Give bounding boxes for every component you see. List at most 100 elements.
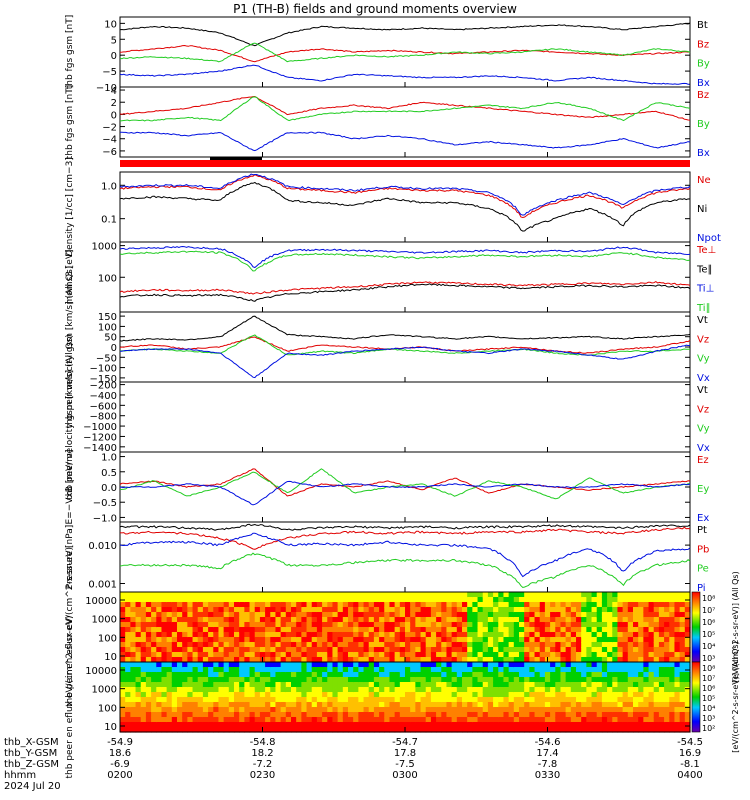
heatmap-cell	[130, 632, 137, 638]
heatmap-cell	[130, 692, 137, 698]
heatmap-cell	[161, 692, 168, 698]
heatmap-cell	[658, 602, 665, 608]
heatmap-cell	[565, 672, 572, 678]
heatmap-cell	[436, 612, 442, 618]
heatmap-cell	[368, 702, 375, 708]
heatmap-cell	[627, 712, 634, 718]
heatmap-cell	[311, 677, 318, 683]
heatmap-cell	[332, 702, 339, 708]
heatmap-cell	[519, 632, 525, 638]
series-line-By	[119, 42, 691, 63]
heatmap-cell	[472, 652, 479, 658]
heatmap-cell	[539, 677, 546, 683]
heatmap-cell	[430, 677, 437, 683]
heatmap-cell	[166, 707, 173, 713]
heatmap-cell	[259, 632, 266, 638]
ephemeris-value: 16.9	[679, 748, 701, 759]
heatmap-cell	[327, 717, 334, 723]
heatmap-cell	[296, 612, 302, 618]
heatmap-cell	[254, 677, 261, 683]
heatmap-cell	[202, 697, 209, 703]
heatmap-cell	[565, 722, 572, 728]
heatmap-cell	[643, 727, 650, 733]
heatmap-cell	[669, 617, 676, 623]
heatmap-cell	[581, 677, 587, 683]
heatmap-cell	[322, 687, 328, 693]
heatmap-cell	[576, 632, 582, 638]
heatmap-cell	[653, 637, 660, 643]
heatmap-cell	[259, 707, 266, 713]
heatmap-cell	[493, 642, 499, 648]
heatmap-cell	[503, 717, 510, 723]
heatmap-cell	[223, 637, 230, 643]
heatmap-cell	[384, 637, 391, 643]
heatmap-cell	[482, 692, 489, 698]
heatmap-cell	[565, 617, 572, 623]
heatmap-cell	[451, 712, 458, 718]
heatmap-cell	[456, 722, 463, 728]
heatmap-cell	[399, 607, 406, 613]
heatmap-cell	[513, 642, 520, 648]
heatmap-cell	[213, 677, 220, 683]
heatmap-cell	[177, 607, 183, 613]
heatmap-cell	[228, 717, 235, 723]
heatmap-cell	[405, 672, 411, 678]
heatmap-cell	[322, 717, 328, 723]
heatmap-cell	[493, 662, 499, 668]
series-line-Pt	[119, 523, 691, 531]
heatmap-cell	[130, 717, 137, 723]
heatmap-cell	[265, 672, 271, 678]
heatmap-cell	[182, 637, 188, 643]
heatmap-cell	[177, 622, 183, 628]
legend-Ne: Ne	[697, 175, 711, 186]
heatmap-cell	[373, 722, 380, 728]
heatmap-cell	[166, 602, 173, 608]
heatmap-cell	[451, 657, 458, 663]
ephemeris-value: -7.2	[253, 759, 273, 770]
heatmap-cell	[456, 647, 463, 653]
heatmap-cell	[539, 682, 546, 688]
heatmap-cell	[664, 682, 670, 688]
heatmap-cell	[353, 727, 359, 733]
heatmap-cell	[617, 712, 624, 718]
heatmap-cell	[462, 682, 468, 688]
heatmap-cell	[363, 667, 370, 673]
heatmap-cell	[648, 692, 655, 698]
heatmap-cell	[493, 727, 499, 733]
heatmap-cell	[477, 662, 484, 668]
heatmap-cell	[135, 627, 142, 633]
heatmap-cell	[601, 632, 608, 638]
heatmap-cell	[363, 597, 370, 603]
heatmap-cell	[601, 622, 608, 628]
heatmap-cell	[513, 612, 520, 618]
heatmap-cell	[425, 662, 432, 668]
heatmap-cell	[265, 697, 271, 703]
heatmap-cell	[679, 672, 686, 678]
heatmap-cell	[420, 727, 427, 733]
heatmap-cell	[415, 697, 422, 703]
heatmap-cell	[581, 687, 587, 693]
heatmap-cell	[638, 662, 644, 668]
heatmap-cell	[389, 622, 396, 628]
heatmap-cell	[570, 632, 577, 638]
heatmap-cell	[524, 667, 530, 673]
heatmap-cell	[249, 662, 256, 668]
heatmap-cell	[410, 697, 416, 703]
heatmap-cell	[202, 702, 209, 708]
heatmap-cell	[493, 627, 499, 633]
legend-By: By	[697, 119, 710, 130]
heatmap-cell	[627, 617, 634, 623]
heatmap-cell	[503, 667, 510, 673]
heatmap-cell	[327, 727, 334, 733]
heatmap-cell	[456, 637, 463, 643]
heatmap-cell	[643, 687, 650, 693]
heatmap-cell	[472, 637, 479, 643]
heatmap-cell	[586, 692, 593, 698]
heatmap-cell	[120, 647, 126, 653]
heatmap-cell	[197, 687, 204, 693]
heatmap-cell	[420, 597, 427, 603]
heatmap-cell	[410, 637, 416, 643]
heatmap-cell	[218, 727, 225, 733]
